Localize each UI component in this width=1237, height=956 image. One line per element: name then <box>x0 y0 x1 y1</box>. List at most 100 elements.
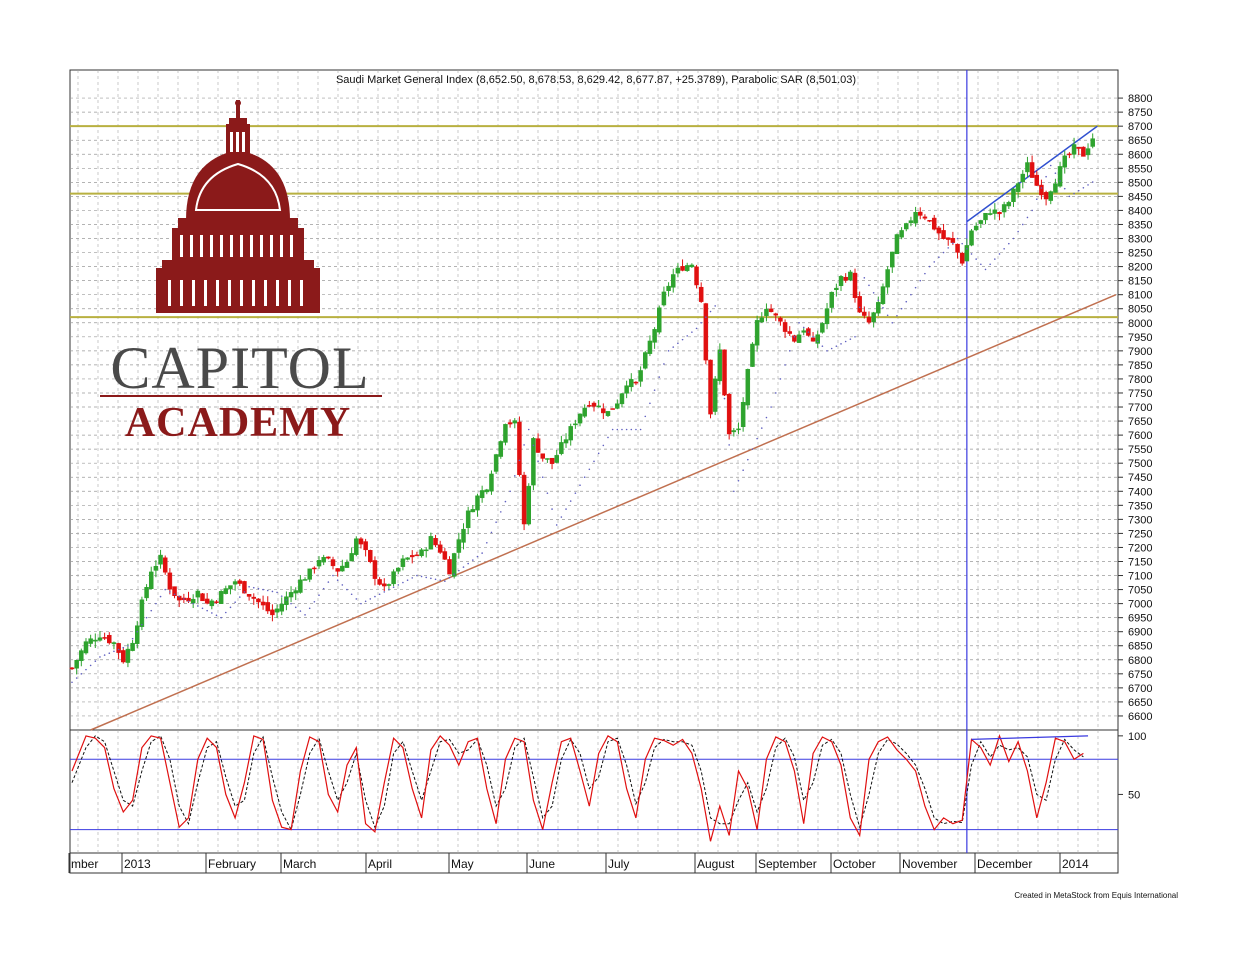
psar-dot <box>141 623 143 626</box>
candle-body <box>684 265 690 272</box>
y-tick-label: 6650 <box>1128 697 1152 709</box>
psar-dot <box>565 508 567 510</box>
candle-body <box>195 590 201 598</box>
candle-body <box>605 411 611 416</box>
psar-dot <box>164 588 167 591</box>
candle-body <box>475 495 480 511</box>
candle-body <box>83 641 89 654</box>
psar-dot <box>215 614 218 617</box>
y-tick-label: 8400 <box>1128 205 1152 217</box>
candle-body <box>316 560 322 567</box>
candle-body <box>731 430 737 433</box>
candle-body <box>768 308 774 313</box>
psar-dot <box>439 579 441 582</box>
psar-dot <box>495 521 497 523</box>
y-tick-label: 7100 <box>1128 571 1152 583</box>
candle-body <box>890 251 895 268</box>
y-tick-label: 8600 <box>1128 149 1152 161</box>
candle-body <box>121 650 126 663</box>
psar-dot <box>774 392 777 394</box>
candle-body <box>945 237 951 240</box>
oscillator <box>70 734 1118 842</box>
psar-dot <box>280 595 283 597</box>
y-tick-label: 6800 <box>1128 655 1152 667</box>
candle-body <box>451 553 457 577</box>
candle-body <box>167 572 173 590</box>
psar-dot <box>602 444 605 447</box>
candle-body <box>382 583 387 587</box>
candle-body <box>335 568 340 572</box>
psar-dot <box>383 591 386 593</box>
psar-dot <box>243 591 246 593</box>
psar-dot <box>378 593 381 596</box>
candle-body <box>391 571 396 585</box>
candle-body <box>987 213 993 215</box>
candle-body <box>1062 155 1067 168</box>
psar-dot <box>434 578 437 581</box>
candle-body <box>834 287 839 291</box>
psar-dot <box>364 600 367 603</box>
candle-body <box>386 584 392 586</box>
psar-dot <box>611 428 614 431</box>
candle-body <box>880 286 886 304</box>
psar-dot <box>681 338 684 341</box>
psar-dot <box>914 286 917 289</box>
candle-body <box>857 296 862 313</box>
stochastic-k-line <box>71 734 1084 842</box>
psar-dot <box>802 326 805 329</box>
candle-body <box>796 334 802 343</box>
candle-body <box>815 334 820 344</box>
candle-body <box>470 509 476 513</box>
candle-body <box>610 408 615 410</box>
candle-body <box>563 439 569 444</box>
psar-dot <box>877 299 880 302</box>
candle-body <box>531 438 536 486</box>
candle-body <box>838 276 844 286</box>
psar-dot <box>961 242 963 245</box>
psar-dot <box>113 650 115 653</box>
psar-dot <box>994 258 996 260</box>
candle-body <box>358 538 364 545</box>
y-tick-label: 8650 <box>1128 135 1152 147</box>
candle-body <box>1048 191 1053 201</box>
candle-body <box>848 271 853 281</box>
psar-dot <box>742 469 744 472</box>
psar-dot <box>248 585 250 588</box>
y-tick-label: 7400 <box>1128 486 1152 498</box>
y-tick-label: 8800 <box>1128 93 1152 105</box>
psar-dot <box>541 476 544 479</box>
candle-body <box>139 599 145 627</box>
psar-dot <box>1035 198 1038 200</box>
psar-dot <box>1012 237 1015 240</box>
candle-body <box>638 370 643 382</box>
psar-dot <box>723 397 726 400</box>
psar-dot <box>490 531 493 534</box>
candle-body <box>302 579 308 581</box>
candle-body <box>1081 146 1086 157</box>
psar-dot <box>938 256 940 259</box>
psar-dot <box>989 263 991 266</box>
psar-dot <box>770 406 772 408</box>
candle-body <box>601 408 606 414</box>
logo-text-capitol: CAPITOL <box>110 335 369 401</box>
psar-dot <box>593 460 595 463</box>
candle-body <box>703 303 709 361</box>
psar-dot <box>956 237 959 240</box>
candle-body <box>670 274 676 288</box>
y-tick-label: 7000 <box>1128 599 1152 611</box>
psar-dot <box>1008 242 1010 245</box>
psar-dot <box>131 637 134 640</box>
candle-body <box>419 549 424 557</box>
candle-body <box>619 393 625 405</box>
y-tick-label: 8150 <box>1128 276 1152 288</box>
psar-dot <box>486 541 488 544</box>
credit-text: Created in MetaStock from Equis Internat… <box>1014 891 1178 900</box>
candle-body <box>801 330 806 333</box>
candle-body <box>298 579 303 593</box>
candle-body <box>964 245 970 262</box>
psar-dot <box>1082 186 1085 189</box>
psar-dot <box>984 268 987 271</box>
x-tick-label: mber <box>71 857 98 871</box>
trendline <box>90 293 1117 731</box>
candle-body <box>1067 153 1072 156</box>
